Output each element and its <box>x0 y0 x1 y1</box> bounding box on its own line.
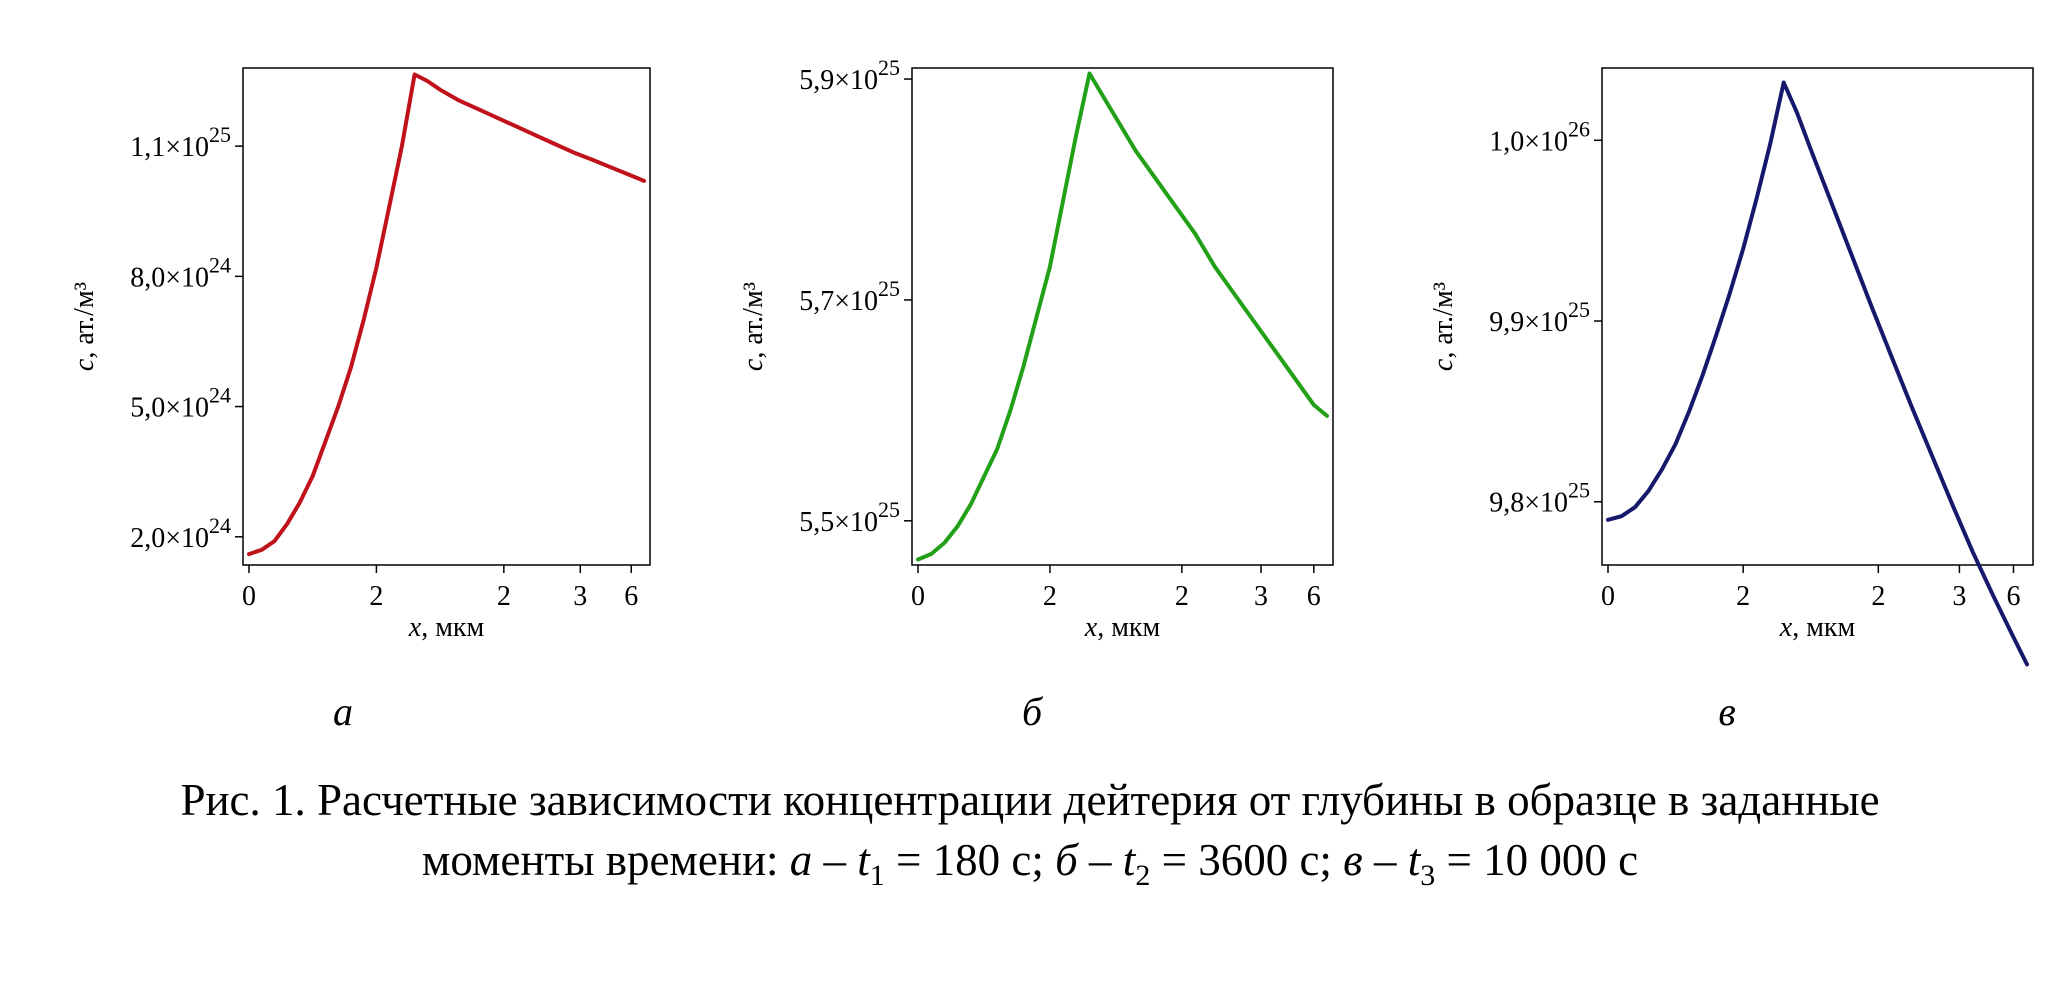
caption-sub-1: 1 <box>869 859 885 892</box>
series-line <box>1606 80 2029 667</box>
x-axis-label: x, мкм <box>408 612 485 643</box>
caption-label-b: б <box>1055 835 1078 885</box>
x-tick-label: 3 <box>573 581 587 612</box>
y-tick-label: 5,9×1025 <box>799 55 900 96</box>
x-tick-label: 2 <box>497 581 511 612</box>
x-axis-label: x, мкм <box>1779 612 1856 643</box>
x-tick-label: 3 <box>1952 581 1966 612</box>
y-tick-label: 2,0×1024 <box>130 513 231 554</box>
plot-frame <box>242 67 651 566</box>
y-tick-label: 5,5×1025 <box>799 497 900 538</box>
y-tick-label: 5,0×1024 <box>130 383 231 424</box>
plot-frame <box>911 67 1334 566</box>
y-tick-label: 5,7×1025 <box>799 276 900 317</box>
chart-panel-1: 0 2 2 3 6 1,1×1025 8,0×1024 5,0×1024 2,0×1024 x, … <box>69 67 651 734</box>
figure-caption-line-1: Рис. 1. Расчетные зависимости концентрац… <box>180 775 1880 825</box>
y-axis-label: c, ат./м³ <box>738 282 769 371</box>
caption-value-3: = 10 000 с <box>1435 835 1639 885</box>
x-tick-label: 0 <box>1601 581 1615 612</box>
caption-label-v: в <box>1343 835 1363 885</box>
y-axis-label: c, ат./м³ <box>1428 282 1459 371</box>
caption-sub-3: 3 <box>1420 859 1436 892</box>
x-tick-label: 6 <box>2006 581 2020 612</box>
caption-prefix: моменты времени: <box>421 835 790 885</box>
series-line <box>916 71 1329 562</box>
x-tick-label: 6 <box>1307 581 1321 612</box>
caption-sub-2: 2 <box>1135 859 1151 892</box>
y-tick-label: 9,8×1025 <box>1489 478 1590 519</box>
caption-t1: t <box>857 835 870 885</box>
x-tick-label: 2 <box>1175 581 1189 612</box>
series-line <box>247 72 646 557</box>
x-tick-label: 0 <box>911 581 925 612</box>
y-tick-label: 8,0×1024 <box>130 252 231 293</box>
panel-label: а <box>333 689 353 734</box>
x-axis-label: x, мкм <box>1084 612 1161 643</box>
x-tick-label: 3 <box>1254 581 1268 612</box>
figure-caption-line-2: моменты времени: а – t1 = 180 с; б – t2 … <box>0 830 2060 906</box>
caption-dash-3: – <box>1362 835 1408 885</box>
x-tick-label: 0 <box>242 581 256 612</box>
caption-t2: t <box>1122 835 1136 885</box>
y-tick-label: 1,0×1026 <box>1489 116 1590 157</box>
x-tick-label: 2 <box>1043 581 1057 612</box>
panel-label: б <box>1022 689 1044 734</box>
chart-panel-2: 0 2 2 3 6 5,9×1025 5,7×1025 5,5×1025 x, мкм c, ат… <box>738 55 1334 734</box>
y-tick-label: 9,9×1025 <box>1489 297 1590 338</box>
plot-frame <box>1601 67 2034 566</box>
chart-panel-3: 0 2 2 3 6 1,0×1026 9,9×1025 9,8×1025 x, мкм c, ат… <box>1428 67 2034 734</box>
y-tick-label: 1,1×1025 <box>130 122 231 163</box>
x-tick-label: 2 <box>369 581 383 612</box>
caption-dash-1: – <box>812 835 858 885</box>
caption-value-2: = 3600 с; <box>1150 835 1344 885</box>
x-tick-label: 6 <box>624 581 638 612</box>
caption-t3: t <box>1407 835 1421 885</box>
caption-label-a: а <box>789 835 813 885</box>
y-axis-label: c, ат./м³ <box>69 282 100 371</box>
caption-value-1: = 180 с; <box>884 835 1056 885</box>
panel-label: в <box>1718 689 1735 734</box>
x-tick-label: 2 <box>1871 581 1885 612</box>
x-tick-label: 2 <box>1736 581 1750 612</box>
caption-dash-2: – <box>1077 835 1123 885</box>
